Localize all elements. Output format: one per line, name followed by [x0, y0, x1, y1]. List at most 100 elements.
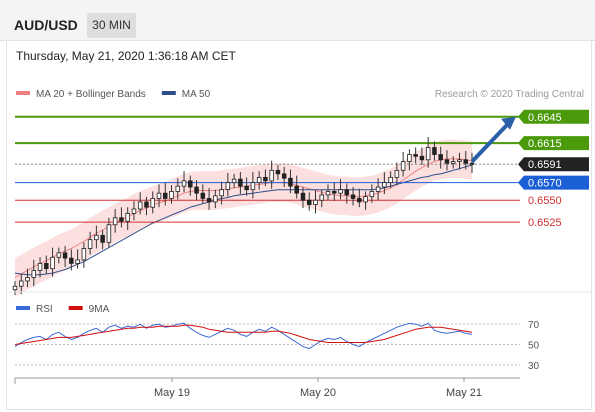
candle-body: [119, 217, 124, 222]
rsi-tick-label: 70: [528, 320, 540, 331]
candle-body: [175, 185, 181, 192]
candle-body: [375, 186, 381, 192]
candle-body: [31, 270, 37, 278]
candle-body: [438, 154, 443, 161]
candle-body: [213, 195, 218, 203]
timeframe-badge[interactable]: 30 MIN: [87, 13, 136, 38]
candle-body: [400, 161, 406, 171]
candle-body: [325, 191, 331, 196]
level-tag: [518, 157, 589, 172]
candle-body: [50, 256, 55, 270]
candle-body: [12, 285, 18, 291]
level-tag: [518, 136, 589, 151]
candle-body: [313, 199, 318, 205]
candle-body: [319, 194, 325, 201]
legend-label: RSI: [36, 304, 53, 315]
legend-label: MA 20 + Bollinger Bands: [36, 89, 146, 100]
candle-body: [169, 191, 174, 199]
level-label: 0.6615: [528, 138, 562, 150]
legend-label: MA 50: [182, 89, 211, 100]
legend-swatch: [68, 306, 83, 310]
candle-body: [338, 189, 343, 194]
candle-body: [112, 217, 118, 226]
candle-body: [225, 182, 231, 191]
time-axis-label: May 20: [300, 387, 336, 399]
legend-swatch: [16, 306, 30, 310]
level-tag: [518, 109, 589, 124]
rsi-tick-label: 50: [528, 341, 540, 352]
candle-body: [275, 169, 281, 175]
candle-body: [19, 280, 24, 287]
candle-body: [137, 201, 143, 210]
candle-body: [432, 147, 437, 155]
rsi-ma9-line: [14, 324, 473, 345]
candle-body: [344, 189, 350, 196]
candle-body: [219, 189, 224, 197]
candle-body: [457, 159, 462, 162]
candle-body: [382, 182, 387, 188]
candle-body: [181, 180, 187, 187]
candle-body: [306, 199, 312, 205]
candle-body: [413, 154, 418, 157]
candle-body: [300, 192, 306, 201]
bollinger-band: [15, 139, 472, 297]
credit-text: Research © 2020 Trading Central: [435, 89, 584, 100]
legend-swatch: [161, 91, 176, 95]
candle-body: [281, 173, 287, 179]
candle-body: [394, 169, 400, 178]
candle-body: [144, 201, 149, 208]
candle-body: [407, 154, 412, 162]
candle-body: [37, 263, 43, 271]
candle-body: [100, 234, 105, 243]
level-label: 0.6550: [528, 195, 562, 207]
candle-body: [238, 178, 243, 187]
candle-body: [350, 194, 356, 199]
level-label: 0.6645: [528, 112, 562, 124]
time-axis-label: May 19: [154, 387, 190, 399]
candle-body: [425, 147, 431, 161]
candle-body: [388, 176, 393, 184]
candle-body: [106, 224, 112, 243]
candle-body: [363, 196, 368, 203]
candle-body: [450, 161, 456, 164]
candle-body: [69, 257, 74, 264]
candle-body: [463, 159, 468, 164]
candle-body: [469, 162, 475, 165]
timestamp: Thursday, May 21, 2020 1:36:18 AM CET: [16, 49, 236, 63]
level-label: 0.6525: [528, 217, 562, 229]
forecast-arrow-head: [501, 116, 516, 130]
candle-body: [162, 192, 168, 199]
candle-body: [357, 198, 362, 203]
rsi-tick-label: 30: [528, 361, 540, 372]
candle-body: [369, 191, 375, 198]
candle-body: [332, 191, 337, 194]
candle-body: [125, 212, 130, 222]
level-label: 0.6591: [528, 159, 562, 171]
candle-body: [156, 192, 162, 199]
symbol-title: AUD/USD: [14, 17, 78, 33]
candle-body: [188, 180, 193, 188]
candle-body: [131, 208, 137, 214]
candle-body: [44, 263, 49, 270]
candle-body: [256, 176, 262, 184]
legend-swatch: [16, 91, 30, 95]
level-label: 0.6570: [528, 178, 562, 190]
candle-body: [231, 178, 237, 184]
candle-body: [263, 176, 268, 182]
candle-body: [194, 186, 199, 194]
candle-body: [206, 198, 212, 203]
candle-body: [250, 182, 256, 191]
candle-body: [200, 192, 206, 199]
candle-body: [75, 259, 80, 264]
candle-body: [244, 185, 249, 191]
candle-body: [419, 155, 425, 161]
forecast-arrow: [470, 120, 512, 163]
candle-body: [81, 248, 87, 261]
level-tag: [518, 175, 589, 190]
ma50-line: [14, 164, 473, 276]
legend-label: 9MA: [89, 304, 110, 315]
candle-body: [444, 159, 450, 164]
candle-body: [56, 252, 62, 258]
candle-body: [62, 252, 68, 259]
